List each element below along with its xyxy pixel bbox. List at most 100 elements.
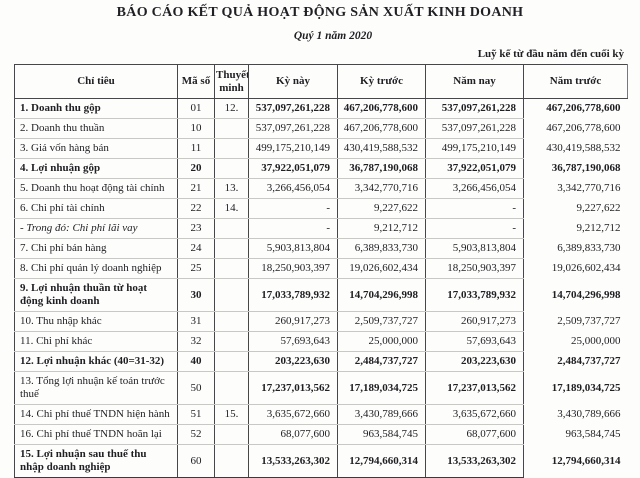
income-statement-table: Chỉ tiêu Mã số Thuyết minh Kỳ này Kỳ trư… — [14, 64, 628, 478]
cell-ky-nay: 17,237,013,562 — [248, 371, 338, 405]
cell-label: 7. Chi phí bán hàng — [14, 238, 178, 259]
cell-ky-truoc: 17,189,034,725 — [337, 371, 426, 405]
cell-ky-truoc: 9,212,712 — [337, 218, 426, 239]
cell-nam-truoc: 9,227,622 — [523, 198, 628, 219]
cell-ky-nay: 57,693,643 — [248, 331, 338, 352]
table-body: 1. Doanh thu gộp 01 12. 537,097,261,228 467,… — [14, 98, 628, 478]
cell-ky-truoc: 36,787,190,068 — [337, 158, 426, 179]
cell-ma-so: 51 — [177, 404, 215, 425]
cell-ky-nay: 18,250,903,397 — [248, 258, 338, 279]
cell-thuyet-minh — [214, 311, 249, 332]
cell-nam-nay: 5,903,813,804 — [425, 238, 524, 259]
cell-nam-truoc: 467,206,778,600 — [523, 118, 628, 139]
col-header-thuyet-minh: Thuyết minh — [214, 64, 249, 99]
cell-nam-nay: 17,033,789,932 — [425, 278, 524, 312]
cell-nam-truoc: 2,509,737,727 — [523, 311, 628, 332]
cell-ky-nay: 5,903,813,804 — [248, 238, 338, 259]
cell-ma-so: 22 — [177, 198, 215, 219]
cell-ky-truoc: 25,000,000 — [337, 331, 426, 352]
cell-ky-nay: - — [248, 198, 338, 219]
table-header-row: Chỉ tiêu Mã số Thuyết minh Kỳ này Kỳ trư… — [14, 64, 628, 99]
table-row: - Trong đó: Chi phí lãi vay 23-9,212,712-… — [14, 218, 628, 239]
cell-ky-truoc: 6,389,833,730 — [337, 238, 426, 259]
table-row: 12. Lợi nhuận khác (40=31-32) 40 203,223,6… — [14, 351, 628, 372]
cell-ky-nay: 17,033,789,932 — [248, 278, 338, 312]
cell-ma-so: 20 — [177, 158, 215, 179]
cell-label: 1. Doanh thu gộp — [14, 98, 178, 119]
cell-ma-so: 24 — [177, 238, 215, 259]
cell-nam-truoc: 14,704,296,998 — [523, 278, 628, 312]
col-header-nam-nay: Năm nay — [425, 64, 524, 99]
cell-nam-nay: 260,917,273 — [425, 311, 524, 332]
cell-ky-nay: 3,266,456,054 — [248, 178, 338, 199]
cell-nam-truoc: 36,787,190,068 — [523, 158, 628, 179]
cell-nam-truoc: 3,430,789,666 — [523, 404, 628, 425]
col-header-ma-so: Mã số — [177, 64, 215, 99]
cell-ma-so: 52 — [177, 424, 215, 445]
cell-ky-truoc: 963,584,745 — [337, 424, 426, 445]
cell-nam-truoc: 3,342,770,716 — [523, 178, 628, 199]
cell-ma-so: 32 — [177, 331, 215, 352]
table-row: 4. Lợi nhuận gộp 20 37,922,051,079 36,787,1… — [14, 158, 628, 179]
table-row: 16. Chi phí thuế TNDN hoãn lại 52 68,077,6… — [14, 424, 628, 445]
cell-thuyet-minh — [214, 158, 249, 179]
cell-nam-nay: 537,097,261,228 — [425, 98, 524, 119]
cell-thuyet-minh — [214, 331, 249, 352]
col-header-ky-truoc: Kỳ trước — [337, 64, 426, 99]
table-row: 14. Chi phí thuế TNDN hiện hành 51 15. 3,63… — [14, 404, 628, 425]
col-header-ky-nay: Kỳ này — [248, 64, 338, 99]
cell-label: 14. Chi phí thuế TNDN hiện hành — [14, 404, 178, 425]
table-row: 5. Doanh thu hoạt động tài chính 21 13. 3,2… — [14, 178, 628, 199]
cell-nam-nay: 537,097,261,228 — [425, 118, 524, 139]
cell-label: 11. Chi phí khác — [14, 331, 178, 352]
cell-thuyet-minh: 15. — [214, 404, 249, 425]
cell-ma-so: 40 — [177, 351, 215, 372]
cell-nam-nay: - — [425, 198, 524, 219]
table-row: 8. Chi phí quản lý doanh nghiệp 25 18,250,… — [14, 258, 628, 279]
cell-thuyet-minh — [214, 371, 249, 405]
table-row: 9. Lợi nhuận thuần từ hoạt động kinh doa… — [14, 278, 628, 312]
cell-ky-truoc: 3,342,770,716 — [337, 178, 426, 199]
cell-nam-nay: 3,635,672,660 — [425, 404, 524, 425]
cell-thuyet-minh: 12. — [214, 98, 249, 119]
cell-ky-nay: 537,097,261,228 — [248, 118, 338, 139]
cell-label: 2. Doanh thu thuần — [14, 118, 178, 139]
cell-ma-so: 60 — [177, 444, 215, 478]
table-row: 11. Chi phí khác 32 57,693,643 25,000,000 57… — [14, 331, 628, 352]
cell-label: 5. Doanh thu hoạt động tài chính — [14, 178, 178, 199]
cumulative-note: Luỹ kế từ đầu năm đến cuối kỳ — [477, 48, 624, 60]
cell-ky-nay: - — [248, 218, 338, 239]
cell-ky-truoc: 2,484,737,727 — [337, 351, 426, 372]
cell-thuyet-minh — [214, 258, 249, 279]
cell-nam-truoc: 430,419,588,532 — [523, 138, 628, 159]
cell-ma-so: 21 — [177, 178, 215, 199]
cell-thuyet-minh — [214, 278, 249, 312]
cell-label: 8. Chi phí quản lý doanh nghiệp — [14, 258, 178, 279]
cell-thuyet-minh — [214, 218, 249, 239]
report-subtitle: Quý 1 năm 2020 — [293, 30, 373, 42]
cell-ma-so: 50 — [177, 371, 215, 405]
table-row: 7. Chi phí bán hàng 24 5,903,813,804 6,389,… — [14, 238, 628, 259]
cell-thuyet-minh — [214, 118, 249, 139]
cell-nam-truoc: 963,584,745 — [523, 424, 628, 445]
cell-label: 6. Chi phí tài chính — [14, 198, 178, 219]
cell-label: 15. Lợi nhuận sau thuế thu nhập doanh ng… — [14, 444, 178, 478]
cell-thuyet-minh — [214, 444, 249, 478]
cell-thuyet-minh — [214, 138, 249, 159]
table-row: 10. Thu nhập khác 31 260,917,273 2,509,737,… — [14, 311, 628, 332]
table-row: 13. Tổng lợi nhuận kế toán trước thuế 50 1… — [14, 371, 628, 405]
cell-ky-truoc: 9,227,622 — [337, 198, 426, 219]
cell-nam-nay: 68,077,600 — [425, 424, 524, 445]
cell-label: 3. Giá vốn hàng bán — [14, 138, 178, 159]
cell-ma-so: 23 — [177, 218, 215, 239]
cell-nam-nay: 18,250,903,397 — [425, 258, 524, 279]
cell-label: 10. Thu nhập khác — [14, 311, 178, 332]
cell-nam-nay: 499,175,210,149 — [425, 138, 524, 159]
cell-nam-nay: 37,922,051,079 — [425, 158, 524, 179]
cell-ma-so: 11 — [177, 138, 215, 159]
cell-label: - Trong đó: Chi phí lãi vay — [14, 218, 178, 239]
cell-ma-so: 25 — [177, 258, 215, 279]
cell-ky-nay: 3,635,672,660 — [248, 404, 338, 425]
cell-nam-truoc: 17,189,034,725 — [523, 371, 628, 405]
cell-label: 13. Tổng lợi nhuận kế toán trước thuế — [14, 371, 178, 405]
